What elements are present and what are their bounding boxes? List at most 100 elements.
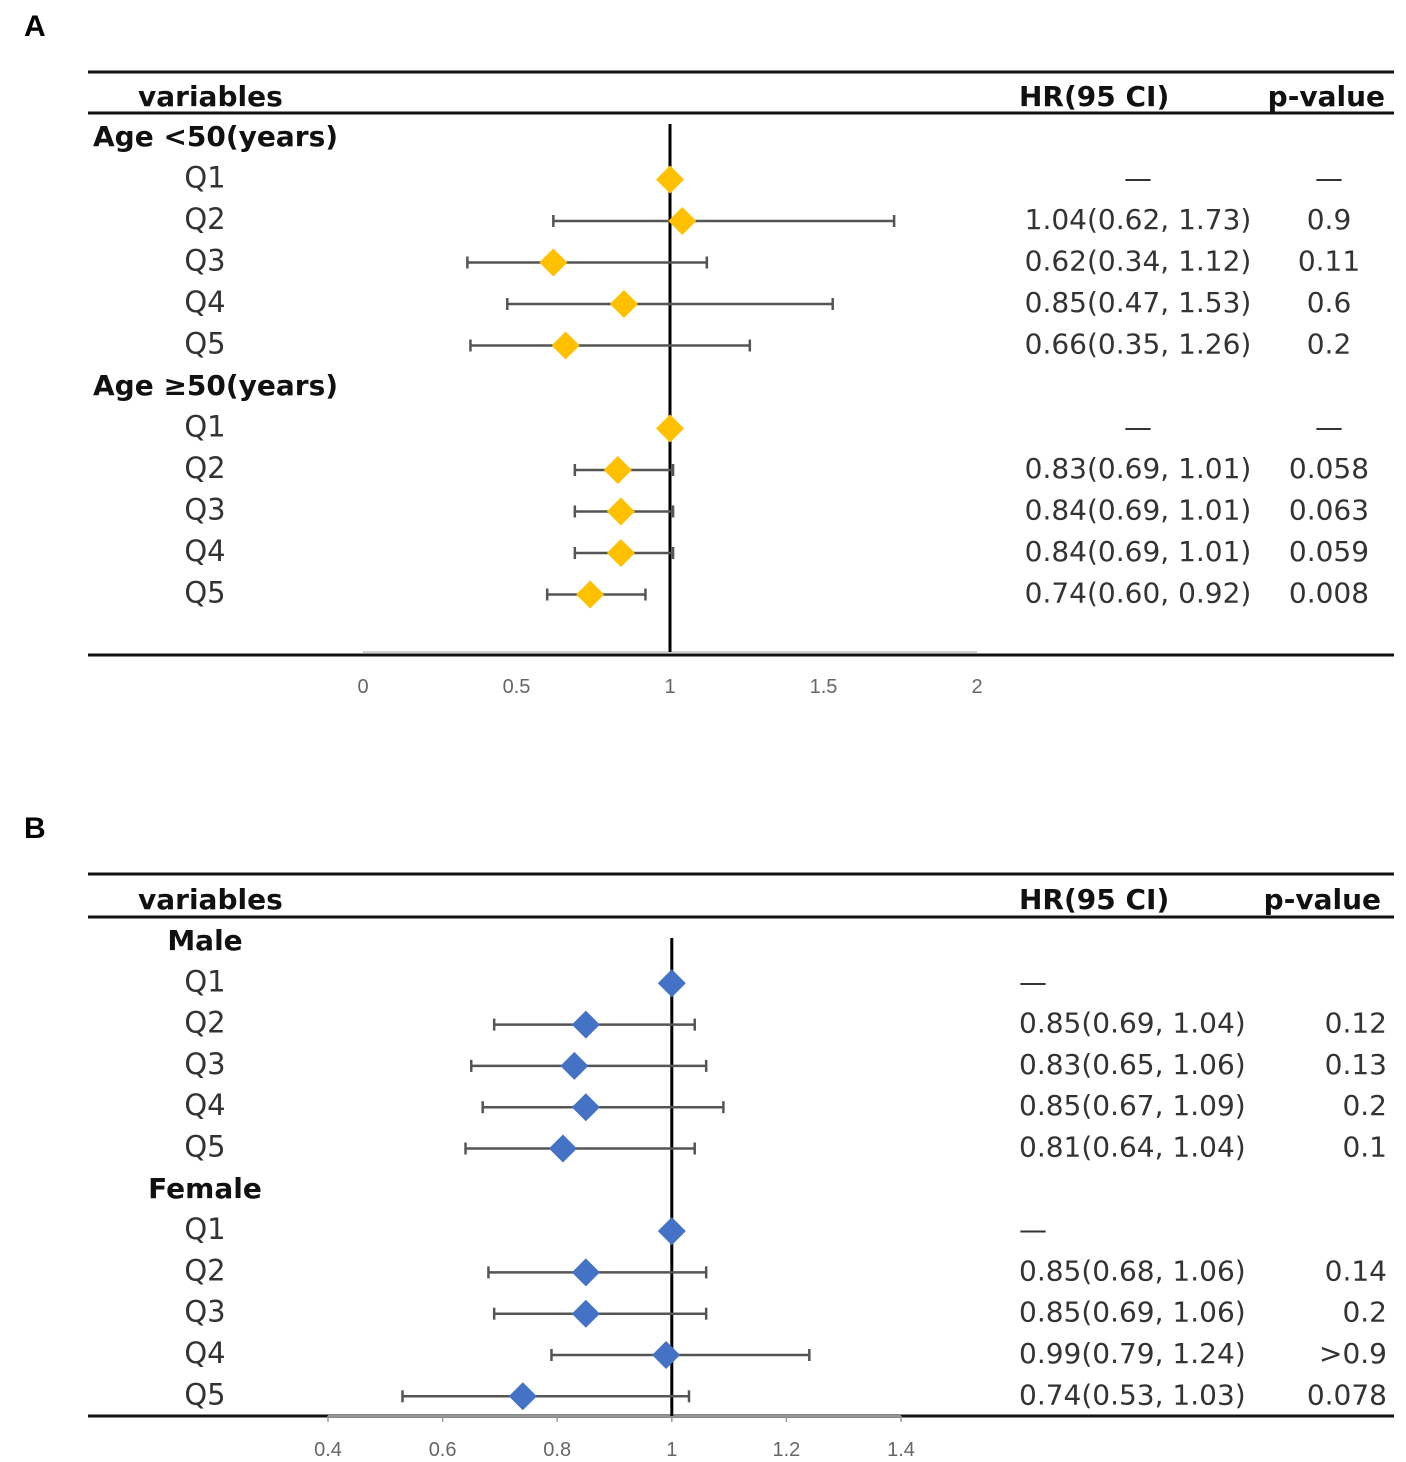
header-variables: variables xyxy=(138,80,283,113)
p-value: 0.14 xyxy=(1325,1254,1387,1287)
hr-ci-value: 0.83(0.65, 1.06) xyxy=(1019,1048,1246,1081)
row-label: Q5 xyxy=(184,1377,225,1411)
hr-point-marker xyxy=(656,414,684,443)
group-label: Male xyxy=(167,924,242,957)
p-value: 0.2 xyxy=(1342,1089,1387,1122)
p-value: 0.078 xyxy=(1307,1378,1387,1411)
header-variables: variables xyxy=(138,883,283,916)
hr-point-marker xyxy=(606,497,635,526)
p-value: 0.2 xyxy=(1342,1296,1387,1329)
hr-ci-value: — xyxy=(1124,411,1152,444)
hr-point-marker xyxy=(606,539,635,567)
p-value: 0.11 xyxy=(1298,245,1360,278)
row-label: Q5 xyxy=(184,576,225,610)
header-p-value: p-value xyxy=(1268,80,1385,113)
group-label: Age <50(years) xyxy=(93,120,338,153)
panel-label: B xyxy=(24,812,46,845)
x-tick-label: 0.5 xyxy=(503,676,531,698)
row-label: Q3 xyxy=(184,1047,225,1081)
row-label: Q5 xyxy=(184,327,225,361)
p-value: 0.12 xyxy=(1325,1007,1387,1040)
group-label: Female xyxy=(148,1172,262,1205)
p-value: — xyxy=(1315,162,1343,195)
row-label: Q2 xyxy=(184,1253,225,1287)
x-tick-label: 0.8 xyxy=(543,1439,571,1461)
hr-ci-value: 0.84(0.69, 1.01) xyxy=(1025,535,1252,568)
hr-ci-value: 0.81(0.64, 1.04) xyxy=(1019,1131,1246,1164)
hr-point-marker xyxy=(576,580,605,609)
x-tick-label: 0.6 xyxy=(429,1439,457,1461)
row-label: Q2 xyxy=(184,202,225,236)
group-label: Age ≥50(years) xyxy=(93,369,338,402)
hr-point-marker xyxy=(571,1299,600,1328)
hr-ci-value: 0.85(0.68, 1.06) xyxy=(1019,1254,1246,1287)
p-value: 0.13 xyxy=(1325,1048,1387,1081)
hr-ci-value: 0.66(0.35, 1.26) xyxy=(1025,328,1252,361)
row-label: Q1 xyxy=(184,964,225,998)
p-value: 0.063 xyxy=(1289,494,1369,527)
panel-label: A xyxy=(24,10,46,43)
hr-ci-value: 0.83(0.69, 1.01) xyxy=(1025,452,1252,485)
row-label: Q3 xyxy=(184,1295,225,1329)
hr-point-marker xyxy=(609,290,638,318)
hr-point-marker xyxy=(657,1217,686,1246)
hr-ci-value: 0.74(0.60, 0.92) xyxy=(1025,577,1252,610)
x-tick-label: 1.2 xyxy=(772,1439,800,1461)
row-label: Q4 xyxy=(184,1088,225,1122)
hr-ci-value: 0.85(0.67, 1.09) xyxy=(1019,1089,1246,1122)
hr-ci-value: — xyxy=(1124,162,1152,195)
p-value: 0.6 xyxy=(1307,286,1352,319)
hr-ci-value: 0.84(0.69, 1.01) xyxy=(1025,494,1252,527)
hr-point-marker xyxy=(668,207,697,235)
x-tick-label: 0 xyxy=(357,676,368,698)
p-value: 0.058 xyxy=(1289,452,1369,485)
x-tick-label: 2 xyxy=(971,676,982,698)
row-label: Q4 xyxy=(184,285,225,319)
hr-point-marker xyxy=(657,969,686,998)
hr-ci-value: — xyxy=(1019,1213,1047,1246)
header-p-value: p-value xyxy=(1264,883,1381,916)
hr-point-marker xyxy=(603,456,632,484)
hr-point-marker xyxy=(560,1051,589,1080)
row-label: Q1 xyxy=(184,1212,225,1246)
p-value: 0.1 xyxy=(1342,1131,1387,1164)
hr-point-marker xyxy=(652,1341,681,1369)
hr-ci-value: 0.85(0.69, 1.06) xyxy=(1019,1296,1246,1329)
hr-point-marker xyxy=(539,248,568,277)
x-tick-label: 1.4 xyxy=(887,1439,915,1461)
hr-ci-value: 0.85(0.47, 1.53) xyxy=(1025,286,1252,319)
hr-point-marker xyxy=(508,1382,537,1411)
x-tick-label: 1 xyxy=(664,676,675,698)
p-value: 0.059 xyxy=(1289,535,1369,568)
row-label: Q4 xyxy=(184,534,225,568)
hr-ci-value: 0.62(0.34, 1.12) xyxy=(1025,245,1252,278)
p-value: >0.9 xyxy=(1319,1337,1387,1370)
x-tick-label: 1 xyxy=(666,1439,677,1461)
hr-point-marker xyxy=(571,1258,600,1287)
hr-ci-value: — xyxy=(1019,965,1047,998)
p-value: — xyxy=(1315,411,1343,444)
row-label: Q4 xyxy=(184,1336,225,1370)
hr-ci-value: 0.74(0.53, 1.03) xyxy=(1019,1378,1246,1411)
header-hr: HR(95 CI) xyxy=(1019,883,1169,916)
x-tick-label: 1.5 xyxy=(810,676,838,698)
x-tick-label: 0.4 xyxy=(314,1439,342,1461)
hr-ci-value: 0.99(0.79, 1.24) xyxy=(1019,1337,1246,1370)
p-value: 0.9 xyxy=(1307,203,1352,236)
row-label: Q3 xyxy=(184,493,225,527)
row-label: Q5 xyxy=(184,1130,225,1164)
hr-point-marker xyxy=(656,165,684,194)
p-value: 0.008 xyxy=(1289,577,1369,610)
hr-point-marker xyxy=(571,1010,600,1039)
hr-point-marker xyxy=(548,1134,577,1163)
hr-ci-value: 0.85(0.69, 1.04) xyxy=(1019,1007,1246,1040)
hr-ci-value: 1.04(0.62, 1.73) xyxy=(1025,203,1252,236)
header-hr: HR(95 CI) xyxy=(1019,80,1169,113)
row-label: Q1 xyxy=(184,161,225,195)
row-label: Q2 xyxy=(184,451,225,485)
p-value: 0.2 xyxy=(1307,328,1352,361)
hr-point-marker xyxy=(571,1093,600,1122)
